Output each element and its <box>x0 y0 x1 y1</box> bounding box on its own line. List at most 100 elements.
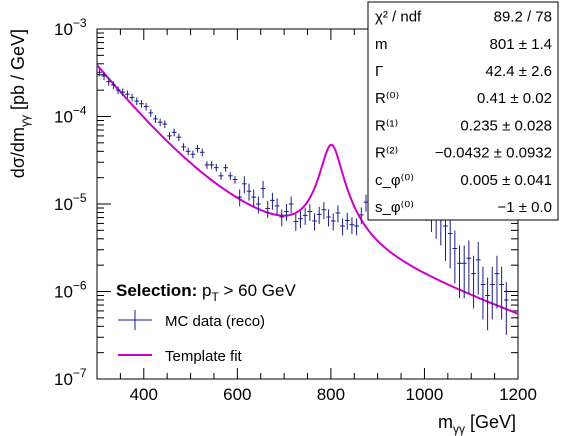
legend: Selection: pT > 60 GeV MC data (reco) Te… <box>116 281 296 365</box>
data-point <box>499 266 504 320</box>
selection-bold: Selection: <box>116 281 197 300</box>
stats-value: −0.0432 ± 0.0932 <box>435 145 552 162</box>
stats-value: 0.235 ± 0.028 <box>460 117 552 134</box>
stats-name: R⁽⁰⁾ <box>375 90 399 107</box>
data-point <box>209 161 214 169</box>
data-point <box>466 240 472 294</box>
x-tick-label: 800 <box>317 385 345 404</box>
data-point <box>176 133 182 142</box>
y-axis-title-sub: γγ <box>18 115 32 127</box>
data-point <box>265 200 271 218</box>
data-point <box>457 245 462 299</box>
data-point <box>326 209 331 227</box>
stats-value: 42.4 ± 2.6 <box>485 63 552 80</box>
y-axis-title: dσ/dmγγ [pb / GeV] <box>8 29 32 178</box>
data-point <box>232 175 238 184</box>
stats-name: R⁽²⁾ <box>375 145 398 162</box>
y-axis-title-unit: [pb / GeV] <box>8 29 28 115</box>
x-tick-label: 400 <box>130 385 158 404</box>
data-point <box>237 189 243 207</box>
stats-name: Γ <box>375 63 383 80</box>
data-point <box>139 100 144 108</box>
data-point <box>274 198 280 216</box>
data-point <box>185 147 191 156</box>
data-point <box>115 86 121 95</box>
data-point <box>298 211 303 229</box>
data-point <box>335 205 341 223</box>
selection-label: Selection: pT > 60 GeV <box>116 281 296 304</box>
data-point <box>181 143 186 151</box>
data-point <box>447 215 453 269</box>
data-point <box>330 213 336 231</box>
data-point <box>480 266 486 320</box>
x-axis-title-main: m <box>438 412 453 432</box>
legend-item-mc-data: MC data (reco) <box>118 310 265 330</box>
x-axis-title: mγγ [GeV] <box>438 412 516 436</box>
stats-name: c_φ⁽⁰⁾ <box>375 172 414 189</box>
data-point <box>503 282 509 335</box>
data-point <box>251 189 257 207</box>
data-point <box>120 88 126 97</box>
data-point <box>242 176 247 194</box>
y-axis-title-main: dσ/dm <box>8 127 28 178</box>
data-point <box>101 72 107 81</box>
stats-box-frame <box>367 1 559 221</box>
data-point <box>316 206 322 224</box>
data-point <box>227 172 233 180</box>
x-axis-title-unit: [GeV] <box>465 412 516 432</box>
legend-label-template-fit: Template fit <box>165 348 243 365</box>
legend-item-template-fit: Template fit <box>118 348 243 365</box>
fit-line <box>96 64 519 315</box>
data-point <box>167 132 172 140</box>
data-point <box>190 150 196 159</box>
y-tick-label: 10−7 <box>54 366 87 389</box>
data-point <box>162 120 168 129</box>
data-point <box>312 213 317 231</box>
data-point <box>143 102 149 111</box>
stats-name: R⁽¹⁾ <box>375 117 398 134</box>
data-point <box>288 196 294 214</box>
data-point <box>349 217 355 235</box>
data-point <box>125 90 130 99</box>
stats-name: χ² / ndf <box>375 9 422 26</box>
data-point <box>218 172 224 180</box>
data-point <box>340 218 345 236</box>
data-point <box>475 241 481 295</box>
stats-value: −1 ± 0.0 <box>497 199 552 216</box>
data-point <box>111 81 116 89</box>
svg-text:mγγ [GeV]: mγγ [GeV] <box>438 412 516 436</box>
x-tick-label: 1000 <box>406 385 444 404</box>
stats-value: 801 ± 1.4 <box>490 36 552 53</box>
axis-ticks: 400 600 800 1000 1200 10−7 10−6 10−5 10−4 10−3 <box>54 16 537 404</box>
data-point <box>148 109 154 117</box>
data-point <box>461 245 467 299</box>
stats-value: 89.2 / 78 <box>494 9 552 26</box>
data-point <box>223 164 228 172</box>
data-point <box>485 277 490 331</box>
data-point <box>157 118 163 127</box>
data-point <box>494 255 500 309</box>
data-point <box>129 93 135 102</box>
x-tick-label: 1200 <box>499 385 537 404</box>
data-point <box>344 212 350 230</box>
data-point <box>195 144 200 153</box>
template-fit-curve <box>96 64 519 315</box>
y-tick-label: 10−4 <box>54 104 87 127</box>
y-tick-label: 10−5 <box>54 191 87 214</box>
data-point <box>204 161 210 169</box>
data-point <box>97 68 102 77</box>
data-point <box>452 230 458 284</box>
stats-name: m <box>375 36 388 53</box>
data-point <box>256 196 261 214</box>
data-point <box>489 266 495 320</box>
selection-rest: > 60 GeV <box>219 281 297 300</box>
data-point <box>134 97 140 106</box>
svg-text:dσ/dmγγ [pb / GeV]: dσ/dmγγ [pb / GeV] <box>8 29 32 178</box>
stats-value: 0.41 ± 0.02 <box>477 90 552 107</box>
data-point <box>471 255 476 309</box>
data-point <box>321 202 327 220</box>
legend-label-mc-data: MC data (reco) <box>165 313 265 330</box>
data-point <box>279 209 285 227</box>
